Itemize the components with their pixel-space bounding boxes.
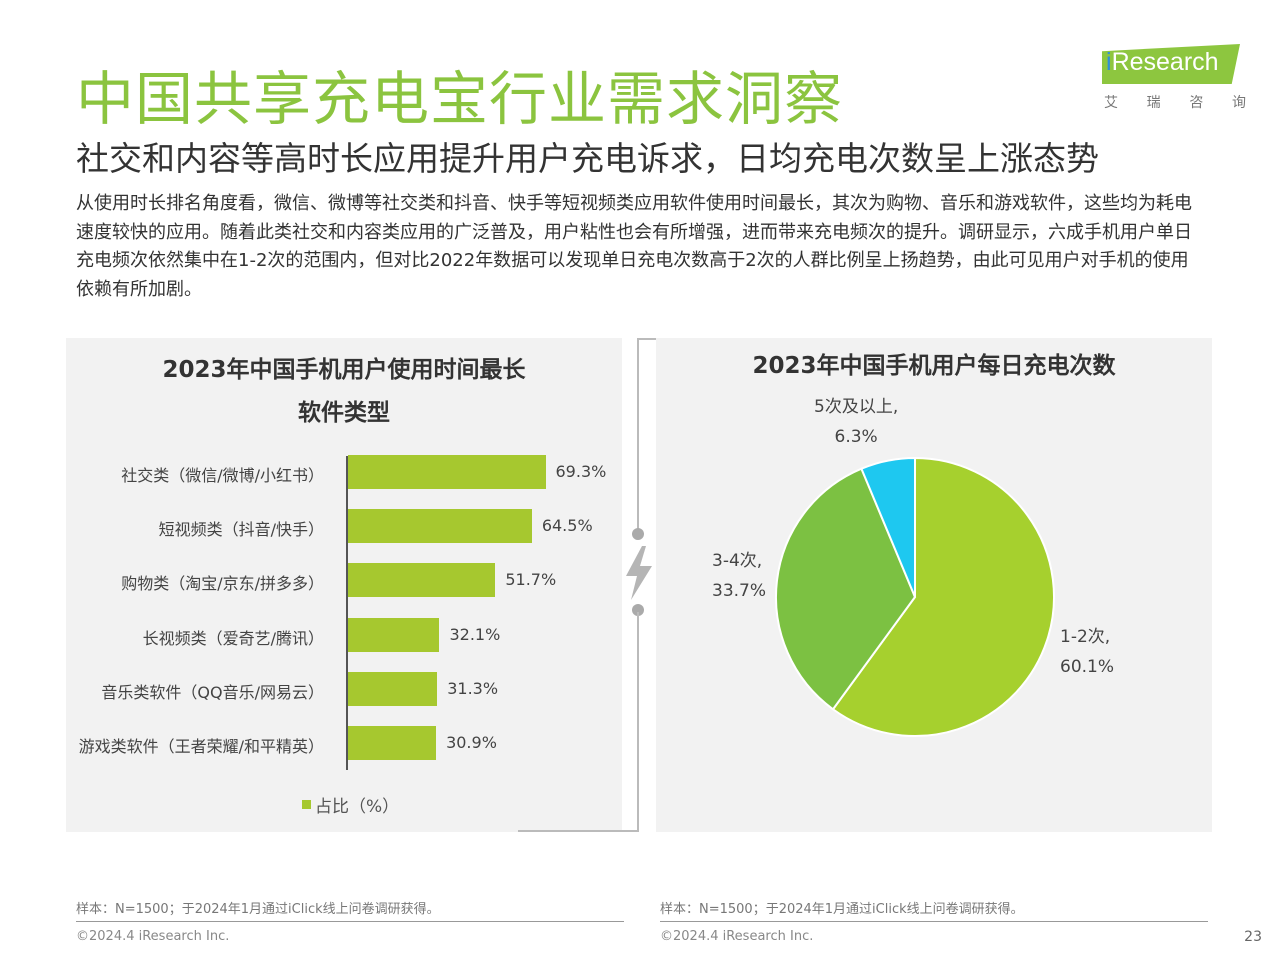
connector-upper-vertical xyxy=(637,338,639,534)
bar-value-label: 51.7% xyxy=(505,570,557,590)
pie-label-3-4-name: 3-4次, xyxy=(712,551,763,571)
footer-divider-right xyxy=(660,921,1208,922)
bar-value-label: 32.1% xyxy=(449,624,501,644)
pie-slice-1-2 xyxy=(831,456,1055,737)
lightning-bolt-icon xyxy=(626,546,652,600)
footer-note-right: 样本：N=1500；于2024年1月通过iClick线上问卷调研获得。 xyxy=(660,902,1024,917)
bar xyxy=(348,455,546,489)
bar-value-label: 64.5% xyxy=(541,516,593,536)
pie-slice-3-4 xyxy=(775,467,917,711)
page-number: 23 xyxy=(1244,929,1262,945)
pie-label-5plus: 5次及以上, 6.3% xyxy=(814,392,898,452)
pie-slice-5plus xyxy=(860,456,916,598)
connector-dot xyxy=(632,604,644,616)
pie-chart-plot xyxy=(775,456,1055,737)
bar-chart-axis xyxy=(346,456,348,770)
footer-note-left: 样本：N=1500；于2024年1月通过iClick线上问卷调研获得。 xyxy=(76,902,440,917)
bar xyxy=(348,671,438,706)
logo-cn-char: 咨 xyxy=(1189,95,1204,111)
bar-category-label: 音乐类软件（QQ音乐/网易云） xyxy=(101,682,324,702)
copyright-left: ©2024.4 iResearch Inc. xyxy=(76,929,230,944)
legend-swatch xyxy=(302,800,311,809)
bar xyxy=(348,563,496,598)
bar-chart-title-line2: 软件类型 xyxy=(298,400,390,426)
bar xyxy=(348,509,532,544)
legend-label: 占比（%） xyxy=(315,797,400,817)
pie-chart-title: 2023年中国手机用户每日充电次数 xyxy=(752,353,1116,379)
bar-category-label: 购物类（淘宝/京东/拼多多） xyxy=(121,574,324,594)
logo-brand-prefix: i xyxy=(1106,48,1112,76)
logo-cn-char: 询 xyxy=(1231,95,1246,111)
bar-chart-panel: 2023年中国手机用户使用时间最长 软件类型 占比（%） 社交类（微信/微博/小… xyxy=(66,338,622,832)
pie-label-5plus-value: 6.3% xyxy=(834,427,878,447)
pie-label-3-4-value: 33.7% xyxy=(712,581,767,601)
bar-category-label: 长视频类（爱奇艺/腾讯） xyxy=(142,628,324,648)
page-title: 中国共享充电宝行业需求洞察 xyxy=(76,65,844,133)
bar-value-label: 31.3% xyxy=(447,678,499,698)
description-paragraph: 从使用时长排名角度看，微信、微博等社交类和抖音、快手等短视频类应用软件使用时间最… xyxy=(76,193,1192,300)
bar-category-label: 短视频类（抖音/快手） xyxy=(158,520,324,540)
iresearch-logo: iResearch 艾 瑞 咨 询 xyxy=(1098,40,1248,116)
pie-label-1-2-name: 1-2次, xyxy=(1060,627,1111,647)
footer-divider-left xyxy=(76,921,624,922)
logo-cn-char: 艾 xyxy=(1104,95,1118,111)
bar-value-label: 69.3% xyxy=(555,462,607,481)
pie-label-1-2: 1-2次, 60.1% xyxy=(1060,622,1114,682)
connector-bottom xyxy=(518,830,639,832)
bar xyxy=(348,617,440,652)
logo-chinese: 艾 瑞 咨 询 xyxy=(1104,92,1246,112)
bar-category-label: 社交类（微信/微博/小红书） xyxy=(121,466,324,485)
bar-value-label: 30.9% xyxy=(446,733,497,752)
connector-dot xyxy=(632,528,644,540)
logo-brand-rest: Research xyxy=(1111,48,1219,76)
pie-label-5plus-name: 5次及以上, xyxy=(814,397,899,417)
logo-wordmark: iResearch xyxy=(1106,48,1219,77)
bar xyxy=(348,726,437,760)
page-subtitle: 社交和内容等高时长应用提升用户充电诉求，日均充电次数呈上涨态势 xyxy=(76,139,1099,178)
connector-lower-vertical xyxy=(637,612,639,832)
pie-label-1-2-value: 60.1% xyxy=(1060,657,1115,677)
pie-label-3-4: 3-4次, 33.7% xyxy=(712,546,766,606)
pie-chart-panel: 2023年中国手机用户每日充电次数 5次及以上, 6.3% 3-4次, 33.7… xyxy=(656,338,1212,832)
logo-banner xyxy=(1102,44,1240,84)
bar-category-label: 游戏类软件（王者荣耀/和平精英） xyxy=(78,737,324,756)
logo-cn-char: 瑞 xyxy=(1146,95,1161,111)
bar-chart-title-line1: 2023年中国手机用户使用时间最长 xyxy=(162,357,526,383)
bar-chart-legend: 占比（%） xyxy=(302,792,399,817)
copyright-right: ©2024.4 iResearch Inc. xyxy=(660,929,814,944)
